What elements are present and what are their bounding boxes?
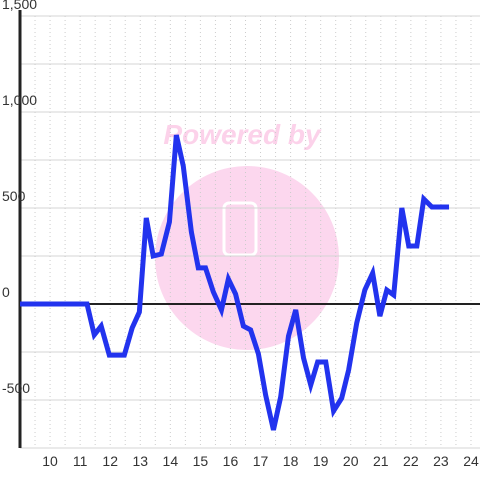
x-tick-label: 20: [343, 453, 359, 469]
x-tick-label: 12: [102, 453, 118, 469]
x-tick-label: 18: [283, 453, 299, 469]
x-tick-label: 22: [403, 453, 419, 469]
y-tick-label: 1,500: [2, 0, 37, 12]
x-tick-label: 16: [223, 453, 239, 469]
x-tick-label: 10: [42, 453, 58, 469]
watermark-logo: [155, 166, 339, 350]
x-tick-label: 24: [463, 453, 479, 469]
y-tick-label: 1,000: [2, 92, 37, 108]
series-line: [20, 134, 450, 431]
x-tick-label: 14: [163, 453, 179, 469]
watermark-text: Powered by: [163, 119, 322, 150]
x-tick-label: 23: [433, 453, 449, 469]
watermark-icon: [222, 201, 258, 257]
y-tick-label: -500: [2, 380, 30, 396]
x-tick-label: 21: [373, 453, 389, 469]
grid: [18, 10, 480, 449]
x-tick-label: 17: [253, 453, 269, 469]
x-tick-label: 11: [73, 453, 88, 469]
y-tick-label: 500: [2, 188, 26, 204]
x-tick-label: 13: [132, 453, 148, 469]
x-tick-label: 19: [313, 453, 329, 469]
x-tick-label: 15: [193, 453, 209, 469]
plot: [20, 134, 450, 431]
y-tick-label: 0: [2, 284, 10, 300]
